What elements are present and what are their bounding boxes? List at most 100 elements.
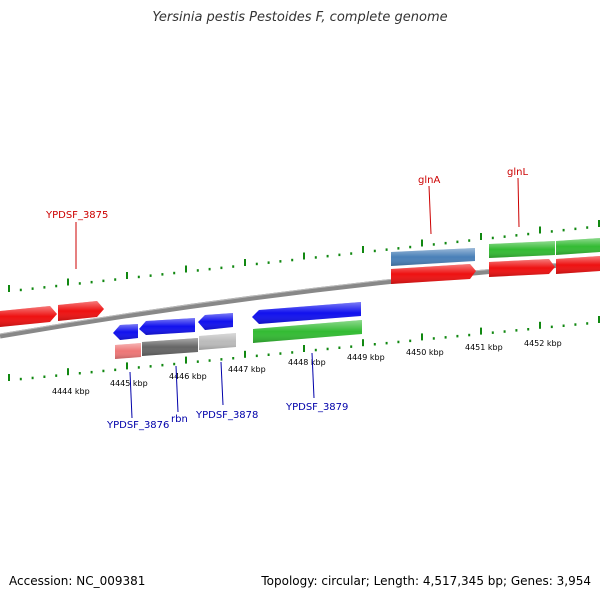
minor-tick [397, 340, 400, 344]
minor-tick [55, 374, 58, 377]
gene-ypdsf-3878[interactable] [198, 313, 233, 330]
gene-ypdsf-3874[interactable] [0, 306, 57, 327]
label-rbn[interactable]: rbn [171, 414, 188, 425]
minor-tick [161, 363, 164, 367]
scale-label-4444: 4444 kbp [52, 387, 90, 396]
major-tick [303, 252, 305, 260]
minor-tick [314, 256, 317, 259]
major-tick [421, 239, 423, 247]
minor-tick [196, 269, 199, 272]
scale-label-4450: 4450 kbp [406, 348, 444, 357]
minor-tick [527, 328, 530, 331]
minor-tick [232, 357, 235, 360]
minor-tick [43, 375, 46, 378]
major-tick [8, 285, 10, 292]
minor-tick [468, 333, 471, 337]
minor-tick [503, 235, 506, 238]
scale-label-4452: 4452 kbp [524, 339, 562, 348]
minor-tick [385, 248, 388, 251]
minor-tick [102, 369, 105, 373]
minor-tick [444, 241, 447, 245]
minor-tick [31, 376, 34, 380]
minor-tick [338, 253, 341, 257]
minor-tick [385, 341, 388, 345]
label-ypdsf-3878[interactable]: YPDSF_3878 [195, 410, 258, 421]
major-tick [362, 339, 364, 347]
minor-tick [161, 273, 164, 276]
minor-tick [373, 249, 376, 253]
minor-tick [468, 239, 471, 242]
major-tick [539, 226, 541, 234]
gene-glnl-upper[interactable] [489, 241, 555, 258]
minor-tick [196, 360, 199, 363]
minor-tick [208, 359, 211, 362]
bottom-gene-labels: YPDSF_3876 rbn YPDSF_3878 YPDSF_3879 [106, 352, 348, 431]
minor-tick [78, 282, 81, 285]
scale-label-4448: 4448 kbp [288, 358, 326, 367]
minor-tick [19, 288, 22, 292]
major-tick [185, 265, 187, 273]
gene-ypdsf-3876-pseudo[interactable] [115, 343, 141, 359]
minor-tick [78, 372, 81, 375]
gene-rbn-pseudo[interactable] [142, 338, 198, 356]
minor-tick [173, 271, 176, 275]
gene-glnl[interactable] [489, 259, 555, 277]
minor-tick [574, 227, 577, 231]
major-tick [421, 333, 423, 341]
gene-rbn[interactable] [139, 318, 195, 335]
minor-tick [373, 343, 376, 346]
minor-tick [397, 247, 400, 250]
minor-tick [503, 330, 506, 333]
minor-tick [527, 232, 530, 236]
minor-tick [255, 262, 258, 266]
gene-next[interactable] [556, 256, 600, 274]
minor-tick [90, 280, 93, 284]
major-tick [362, 246, 364, 253]
label-ypdsf-3876[interactable]: YPDSF_3876 [106, 420, 169, 431]
gene-ypdsf-3878-pseudo[interactable] [199, 333, 236, 350]
scale-label-4447: 4447 kbp [228, 365, 266, 374]
major-tick [126, 362, 128, 370]
minor-tick [137, 275, 140, 279]
major-tick [126, 272, 128, 279]
label-glna[interactable]: glnA [418, 175, 440, 186]
scale-label-4446: 4446 kbp [169, 372, 207, 381]
minor-tick [267, 261, 270, 264]
scale-label-4451: 4451 kbp [465, 343, 503, 352]
minor-tick [491, 236, 494, 240]
minor-tick [350, 252, 353, 255]
scale-label-4445: 4445 kbp [110, 379, 148, 388]
minor-tick [149, 365, 152, 368]
minor-tick [149, 274, 152, 277]
gene-ypdsf-3876[interactable] [113, 324, 138, 340]
minor-tick [232, 265, 235, 268]
minor-tick [114, 368, 117, 372]
minor-tick [456, 334, 459, 338]
minor-tick [19, 377, 22, 381]
minor-tick [220, 358, 223, 361]
minor-tick [338, 346, 341, 349]
minor-tick [432, 337, 435, 340]
gene-glna-upper[interactable] [391, 248, 475, 266]
gene-ypdsf-3879-pseudo[interactable] [253, 320, 362, 343]
minor-tick [55, 284, 58, 288]
gene-ypdsf-3879[interactable] [252, 302, 361, 324]
minor-tick [562, 228, 565, 232]
gene-glna[interactable] [391, 264, 476, 284]
gene-next-upper[interactable] [556, 238, 600, 255]
label-ypdsf-3879[interactable]: YPDSF_3879 [285, 402, 348, 413]
minor-tick [279, 352, 282, 355]
minor-tick [279, 260, 282, 263]
label-glnl[interactable]: glnL [507, 167, 528, 178]
minor-tick [491, 331, 494, 334]
minor-tick [550, 230, 553, 233]
major-tick [67, 368, 69, 376]
minor-tick [574, 323, 577, 326]
minor-tick [31, 287, 34, 290]
minor-tick [102, 279, 105, 283]
minor-tick [515, 234, 518, 237]
minor-tick [444, 336, 447, 339]
minor-tick [90, 370, 93, 374]
label-ypdsf-3875[interactable]: YPDSF_3875 [45, 210, 108, 221]
